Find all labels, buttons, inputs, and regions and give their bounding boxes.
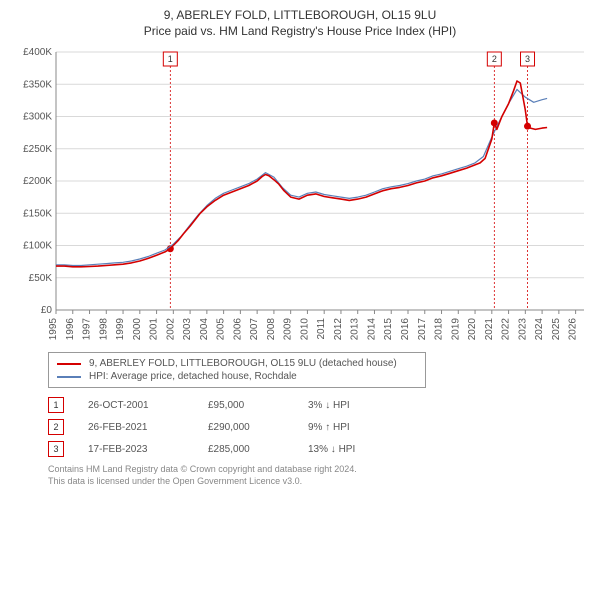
svg-text:2017: 2017 bbox=[417, 318, 428, 341]
svg-text:£100K: £100K bbox=[23, 241, 52, 252]
svg-text:2014: 2014 bbox=[366, 318, 377, 341]
svg-text:2025: 2025 bbox=[551, 318, 562, 341]
legend-label: 9, ABERLEY FOLD, LITTLEBOROUGH, OL15 9LU… bbox=[89, 358, 397, 369]
svg-text:£150K: £150K bbox=[23, 208, 52, 219]
chart-subtitle: Price paid vs. HM Land Registry's House … bbox=[12, 24, 588, 38]
svg-text:2024: 2024 bbox=[534, 318, 545, 341]
svg-text:2013: 2013 bbox=[350, 318, 361, 341]
svg-text:£400K: £400K bbox=[23, 47, 52, 58]
svg-text:2002: 2002 bbox=[165, 318, 176, 341]
svg-text:2011: 2011 bbox=[316, 318, 327, 340]
footer-note: Contains HM Land Registry data © Crown c… bbox=[48, 464, 588, 487]
event-row: 2 26-FEB-2021£290,0009% ↑ HPI bbox=[48, 416, 588, 438]
svg-text:2023: 2023 bbox=[517, 318, 528, 341]
svg-text:2016: 2016 bbox=[400, 318, 411, 341]
event-delta: 3% ↓ HPI bbox=[308, 400, 418, 411]
event-price: £290,000 bbox=[208, 422, 308, 433]
svg-text:£300K: £300K bbox=[23, 112, 52, 123]
legend-label: HPI: Average price, detached house, Roch… bbox=[89, 371, 297, 382]
line-chart: £0 £50K £100K £150K £200K £250K £300K £350K £400… bbox=[12, 46, 588, 346]
event-delta: 13% ↓ HPI bbox=[308, 444, 418, 455]
svg-text:2: 2 bbox=[492, 54, 497, 64]
svg-text:3: 3 bbox=[525, 54, 530, 64]
svg-text:2012: 2012 bbox=[333, 318, 344, 341]
event-row: 1 26-OCT-2001£95,0003% ↓ HPI bbox=[48, 394, 588, 416]
svg-text:2006: 2006 bbox=[232, 318, 243, 341]
svg-text:2018: 2018 bbox=[434, 318, 445, 341]
svg-text:2003: 2003 bbox=[182, 318, 193, 341]
svg-text:2010: 2010 bbox=[299, 318, 310, 341]
svg-text:£0: £0 bbox=[41, 305, 53, 316]
svg-text:2022: 2022 bbox=[501, 318, 512, 341]
chart-title: 9, ABERLEY FOLD, LITTLEBOROUGH, OL15 9LU bbox=[12, 8, 588, 22]
svg-text:1: 1 bbox=[168, 54, 173, 64]
svg-text:£50K: £50K bbox=[29, 273, 53, 284]
svg-text:1996: 1996 bbox=[65, 318, 76, 341]
svg-text:2004: 2004 bbox=[199, 318, 210, 341]
event-price: £95,000 bbox=[208, 400, 308, 411]
legend: 9, ABERLEY FOLD, LITTLEBOROUGH, OL15 9LU… bbox=[48, 352, 426, 388]
legend-swatch bbox=[57, 376, 81, 378]
svg-text:1998: 1998 bbox=[98, 318, 109, 341]
svg-text:2020: 2020 bbox=[467, 318, 478, 341]
svg-text:1999: 1999 bbox=[115, 318, 126, 341]
footer-line-2: This data is licensed under the Open Gov… bbox=[48, 476, 588, 488]
footer-line-1: Contains HM Land Registry data © Crown c… bbox=[48, 464, 588, 476]
event-date: 26-OCT-2001 bbox=[88, 400, 208, 411]
svg-text:2021: 2021 bbox=[484, 318, 495, 341]
legend-item: 9, ABERLEY FOLD, LITTLEBOROUGH, OL15 9LU… bbox=[57, 357, 417, 370]
event-row: 3 17-FEB-2023£285,00013% ↓ HPI bbox=[48, 438, 588, 460]
svg-text:£250K: £250K bbox=[23, 144, 52, 155]
event-badge: 2 bbox=[48, 419, 64, 435]
legend-item: HPI: Average price, detached house, Roch… bbox=[57, 370, 417, 383]
svg-text:1997: 1997 bbox=[82, 318, 93, 341]
svg-text:2009: 2009 bbox=[283, 318, 294, 341]
svg-text:2001: 2001 bbox=[149, 318, 160, 341]
svg-text:2015: 2015 bbox=[383, 318, 394, 341]
event-date: 17-FEB-2023 bbox=[88, 444, 208, 455]
event-badge: 3 bbox=[48, 441, 64, 457]
events-table: 1 26-OCT-2001£95,0003% ↓ HPI 2 26-FEB-2021£… bbox=[48, 394, 588, 460]
legend-swatch bbox=[57, 363, 81, 365]
svg-text:2007: 2007 bbox=[249, 318, 260, 341]
svg-text:2005: 2005 bbox=[216, 318, 227, 341]
event-date: 26-FEB-2021 bbox=[88, 422, 208, 433]
svg-text:£200K: £200K bbox=[23, 176, 52, 187]
event-delta: 9% ↑ HPI bbox=[308, 422, 418, 433]
svg-text:2008: 2008 bbox=[266, 318, 277, 341]
svg-text:2019: 2019 bbox=[450, 318, 461, 341]
event-badge: 1 bbox=[48, 397, 64, 413]
event-price: £285,000 bbox=[208, 444, 308, 455]
svg-text:2000: 2000 bbox=[132, 318, 143, 341]
chart-container: 9, ABERLEY FOLD, LITTLEBOROUGH, OL15 9LU… bbox=[0, 0, 600, 493]
svg-text:£350K: £350K bbox=[23, 79, 52, 90]
svg-text:1995: 1995 bbox=[48, 318, 59, 341]
svg-text:2026: 2026 bbox=[568, 318, 579, 341]
